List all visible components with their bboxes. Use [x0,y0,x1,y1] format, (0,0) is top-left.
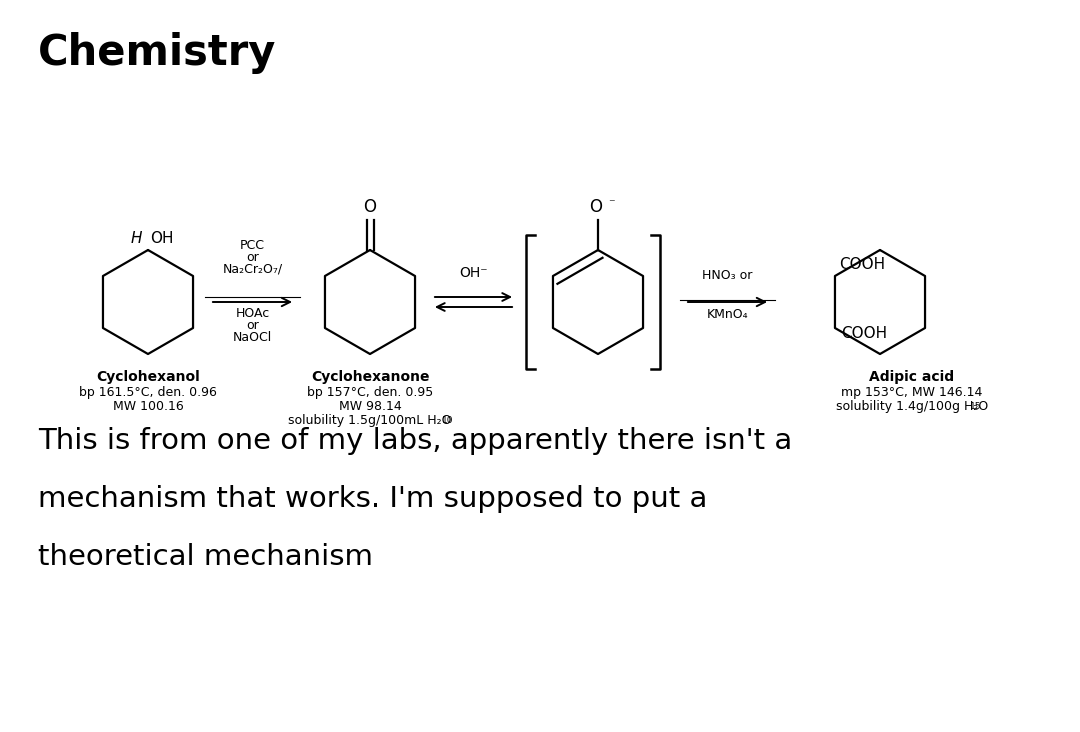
Text: solubility 1.4g/100g H₂O: solubility 1.4g/100g H₂O [836,400,988,413]
Text: Na₂Cr₂O₇/: Na₂Cr₂O₇/ [222,263,283,276]
Text: MW 100.16: MW 100.16 [112,400,184,413]
Text: O: O [590,198,603,216]
Text: OH: OH [150,231,174,246]
Text: HNO₃ or: HNO₃ or [702,269,753,282]
Text: Cyclohexanol: Cyclohexanol [96,370,200,384]
Text: KMnO₄: KMnO₄ [706,308,748,321]
Text: bp 157°C, den. 0.95: bp 157°C, den. 0.95 [307,386,433,399]
Text: solubility 1.5g/100mL H₂O: solubility 1.5g/100mL H₂O [288,414,451,427]
Text: mechanism that works. I'm supposed to put a: mechanism that works. I'm supposed to pu… [38,485,707,513]
Text: PCC: PCC [240,239,265,252]
Text: ⁻: ⁻ [608,197,615,210]
Text: Cyclohexanone: Cyclohexanone [311,370,429,384]
Text: Adipic acid: Adipic acid [869,370,955,384]
Text: mp 153°C, MW 146.14: mp 153°C, MW 146.14 [841,386,983,399]
Text: This is from one of my labs, apparently there isn't a: This is from one of my labs, apparently … [38,427,793,455]
Text: theoretical mechanism: theoretical mechanism [38,543,373,571]
Text: or: or [246,251,259,264]
Text: COOH: COOH [841,326,887,341]
Text: HOAc: HOAc [235,307,270,320]
Text: O: O [364,198,377,216]
Text: MW 98.14: MW 98.14 [339,400,402,413]
Text: OH⁻: OH⁻ [459,266,488,280]
Text: 15: 15 [970,402,982,411]
Text: H: H [131,231,141,246]
Text: NaOCl: NaOCl [233,331,272,344]
Text: 10: 10 [442,416,454,425]
Text: Chemistry: Chemistry [38,32,276,74]
Text: bp 161.5°C, den. 0.96: bp 161.5°C, den. 0.96 [79,386,217,399]
Text: or: or [246,319,259,332]
Text: COOH: COOH [839,257,886,272]
